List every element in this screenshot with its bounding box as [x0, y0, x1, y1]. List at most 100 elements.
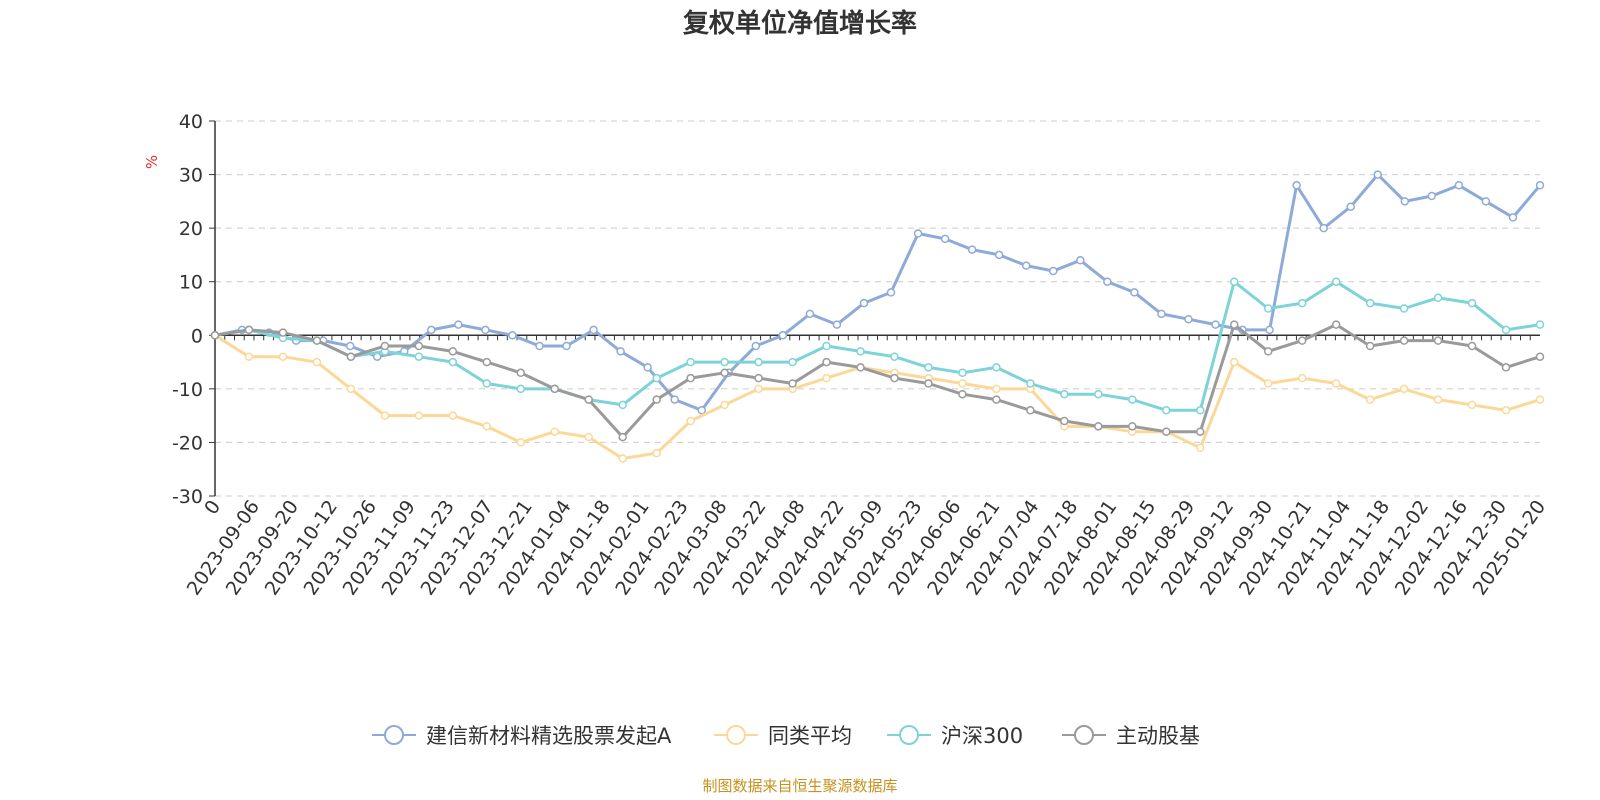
data-point — [788, 357, 797, 367]
legend-marker — [384, 725, 404, 745]
data-point — [1211, 320, 1220, 329]
data-point — [584, 395, 593, 404]
data-point — [856, 347, 865, 356]
y-tick-label: 0 — [191, 325, 203, 347]
data-point — [856, 363, 865, 372]
data-point — [1229, 277, 1239, 286]
data-point — [924, 363, 933, 372]
data-point — [720, 400, 729, 410]
data-point — [454, 320, 463, 329]
legend[interactable]: 建信新材料精选股票发起A 同类平均 沪深300 主动股基 — [372, 724, 1200, 748]
data-point — [616, 347, 625, 356]
data-point — [1508, 213, 1518, 222]
data-point — [1331, 320, 1341, 329]
data-point — [1346, 202, 1355, 211]
y-tick-label: 10 — [179, 272, 203, 294]
data-point — [1157, 309, 1166, 319]
data-point — [992, 363, 1001, 372]
data-point — [652, 448, 661, 458]
series-line-2 — [214, 280, 1541, 412]
y-tick-label: 40 — [179, 111, 203, 133]
data-point — [778, 331, 788, 340]
legend-marker — [1074, 725, 1094, 745]
data-point — [448, 357, 458, 367]
data-point — [1365, 395, 1375, 404]
legend-item-1[interactable]: 同类平均 — [714, 724, 852, 748]
data-point — [697, 406, 706, 415]
data-point — [670, 395, 679, 404]
data-point — [1184, 314, 1193, 324]
data-point — [1229, 357, 1239, 367]
data-point — [1162, 406, 1171, 415]
data-point — [1433, 293, 1443, 303]
data-point — [832, 320, 842, 329]
data-point — [992, 395, 1001, 404]
data-point — [1399, 384, 1409, 394]
data-point — [1297, 373, 1307, 383]
y-axis: 40 30 20 10 0 -10 -20 -30 — [172, 111, 216, 508]
data-point — [1060, 389, 1069, 399]
data-point — [516, 368, 526, 378]
data-point — [1263, 304, 1273, 313]
data-point — [686, 357, 695, 367]
data-point — [448, 347, 458, 356]
x-tick-label: 0 — [200, 496, 225, 519]
data-point — [754, 373, 763, 383]
data-point — [992, 384, 1001, 394]
data-point — [754, 357, 763, 367]
y-tick-label: -10 — [172, 379, 203, 401]
data-point — [1297, 298, 1307, 308]
data-point — [278, 328, 288, 337]
data-point — [890, 373, 899, 383]
data-point — [550, 384, 559, 394]
data-point — [244, 325, 254, 335]
data-point — [859, 298, 869, 308]
data-point — [380, 411, 390, 420]
data-point — [1400, 197, 1410, 206]
data-point — [482, 422, 492, 431]
chart-title: 复权单位净值增长率 — [683, 8, 917, 39]
source-note: 制图数据来自恒生聚源数据库 — [702, 777, 897, 795]
data-point — [1501, 406, 1511, 415]
data-point — [913, 229, 923, 238]
data-point — [618, 454, 627, 463]
data-point — [584, 432, 593, 442]
data-point — [414, 411, 424, 420]
data-point — [312, 336, 322, 345]
data-point — [1292, 181, 1301, 190]
data-point — [958, 368, 967, 378]
data-point — [1535, 352, 1545, 361]
legend-item-3[interactable]: 主动股基 — [1062, 724, 1200, 748]
series-line-3 — [214, 323, 1541, 439]
legend-item-0[interactable]: 建信新材料精选股票发起A — [372, 724, 672, 748]
data-point — [1433, 395, 1443, 404]
data-point — [958, 389, 967, 399]
data-point — [1265, 325, 1274, 335]
data-point — [345, 341, 355, 351]
data-point — [516, 384, 526, 394]
data-point — [788, 379, 797, 388]
data-point — [1331, 277, 1341, 286]
data-point — [618, 400, 627, 410]
data-point — [1094, 422, 1103, 431]
data-point — [448, 411, 458, 420]
data-point — [720, 368, 729, 378]
data-point — [414, 352, 424, 361]
data-point — [380, 341, 390, 351]
y-tick-label: 30 — [179, 165, 203, 187]
data-point — [1196, 427, 1205, 436]
data-point — [1331, 379, 1341, 388]
data-point — [805, 309, 815, 319]
data-point — [244, 352, 254, 361]
data-point — [643, 363, 652, 372]
data-point — [1319, 223, 1328, 233]
legend-label: 主动股基 — [1116, 724, 1200, 748]
x-axis: 02023-09-062023-09-202023-10-122023-10-2… — [183, 334, 1550, 599]
data-point — [1103, 277, 1112, 286]
data-point — [278, 352, 288, 361]
y-tick-label: -30 — [172, 486, 203, 508]
data-point — [1060, 416, 1069, 426]
data-point — [414, 341, 424, 351]
data-point — [1467, 400, 1477, 410]
legend-item-2[interactable]: 沪深300 — [887, 724, 1023, 748]
